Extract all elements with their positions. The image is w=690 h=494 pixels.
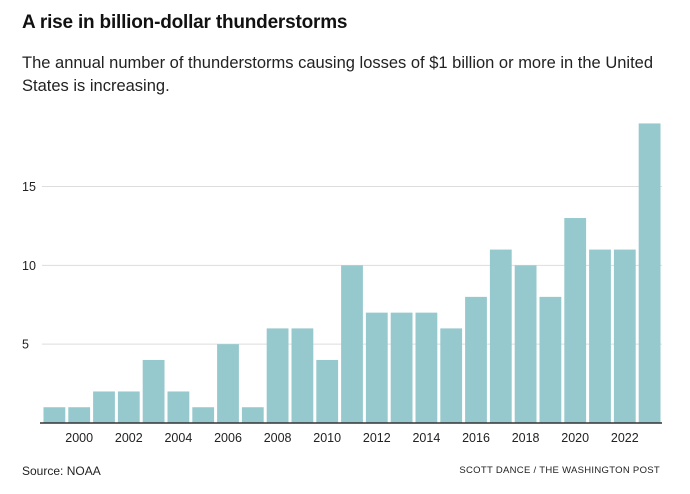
x-tick-label: 2014: [412, 431, 440, 445]
x-tick-label: 2012: [363, 431, 391, 445]
bar-2012: [365, 312, 388, 423]
bar-2000: [68, 407, 91, 423]
chart-subtitle: The annual number of thunderstorms causi…: [22, 54, 654, 95]
bar-2009: [291, 328, 314, 423]
bar-2011: [341, 265, 363, 423]
bar-2001: [93, 391, 115, 423]
bar-2004: [167, 391, 190, 423]
bar-2003: [142, 359, 165, 423]
bar-2002: [117, 391, 140, 423]
bar-2008: [266, 328, 289, 423]
x-tick-label: 2002: [115, 431, 143, 445]
x-tick-label: 2010: [313, 431, 341, 445]
chart-title: A rise in billion-dollar thunderstorms: [22, 12, 348, 33]
y-tick-label: 5: [22, 338, 29, 352]
bar-2020: [564, 218, 587, 423]
bar-2018: [514, 265, 537, 423]
y-tick-label: 15: [22, 180, 36, 194]
source-note: Source: NOAA: [22, 464, 101, 478]
bar-2014: [415, 312, 438, 423]
bar-2015: [440, 328, 463, 423]
x-tick-label: 2022: [611, 431, 639, 445]
bar-2023: [638, 123, 661, 423]
x-tick-label: 2020: [561, 431, 589, 445]
bar-2017: [489, 249, 512, 423]
bar-2019: [539, 296, 562, 423]
bar-2022: [613, 249, 636, 423]
y-tick-label: 10: [22, 259, 36, 273]
x-tick-label: 2000: [65, 431, 93, 445]
bar-2016: [465, 296, 487, 423]
x-tick-label: 2016: [462, 431, 490, 445]
bar-2006: [217, 344, 239, 423]
bar-2010: [316, 359, 339, 423]
bar-2005: [192, 407, 215, 423]
bar-2007: [241, 407, 264, 423]
bar-1999: [43, 407, 66, 423]
x-tick-label: 2004: [164, 431, 192, 445]
bar-2013: [390, 312, 413, 423]
bar-2021: [589, 249, 611, 423]
x-tick-label: 2006: [214, 431, 242, 445]
credit-line: SCOTT DANCE / THE WASHINGTON POST: [459, 465, 660, 476]
x-tick-label: 2008: [264, 431, 292, 445]
x-tick-label: 2018: [512, 431, 540, 445]
